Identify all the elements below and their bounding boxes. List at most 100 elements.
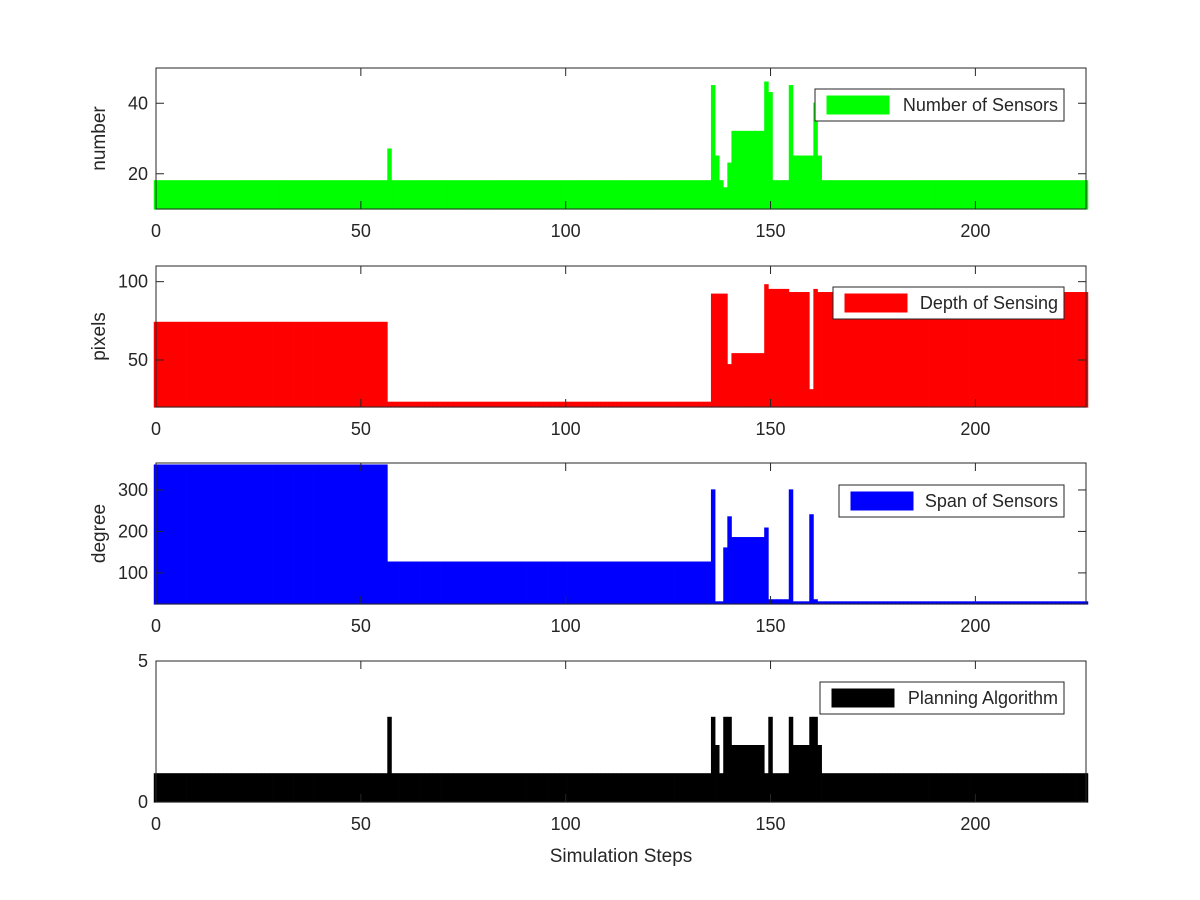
bar (448, 773, 454, 803)
bar (411, 561, 417, 605)
bar (883, 773, 888, 803)
bar (547, 561, 552, 605)
bar (1018, 180, 1023, 210)
bar (686, 561, 691, 605)
bar (674, 773, 679, 803)
bar (182, 773, 187, 803)
bar (710, 716, 716, 803)
bar (276, 464, 282, 605)
bar (473, 773, 478, 803)
bar (756, 744, 761, 803)
bar (874, 180, 880, 210)
bar (694, 401, 700, 408)
bar (387, 148, 392, 210)
bar (796, 155, 802, 210)
bar (481, 401, 486, 408)
bar (559, 773, 564, 803)
bar (415, 401, 421, 408)
bar (313, 321, 319, 408)
bar (674, 180, 679, 210)
bar (1010, 773, 1015, 803)
bar (551, 401, 556, 408)
bar (374, 180, 380, 210)
bar (428, 773, 433, 803)
bar (1050, 180, 1056, 210)
bar (829, 180, 835, 210)
bar (231, 773, 237, 803)
bar (657, 561, 663, 605)
bar (932, 180, 937, 210)
bar (735, 353, 740, 408)
bar (325, 180, 331, 210)
bar (1018, 773, 1023, 803)
bar (1067, 180, 1072, 210)
bar (456, 180, 462, 210)
bar (444, 561, 450, 605)
bar (260, 180, 265, 210)
bar (727, 516, 732, 605)
bar (354, 773, 359, 803)
bar (751, 130, 757, 210)
bar (190, 464, 196, 605)
bar (186, 464, 192, 605)
bar (866, 180, 872, 210)
bar (317, 321, 323, 408)
bar (698, 180, 704, 210)
bar (760, 744, 765, 803)
bar (637, 401, 642, 408)
bar (477, 180, 482, 210)
bar (243, 773, 249, 803)
bar (465, 561, 470, 605)
bar (743, 744, 749, 803)
bar (665, 180, 671, 210)
bar (612, 773, 618, 803)
bar (706, 561, 712, 605)
bar (346, 464, 351, 605)
bar (198, 773, 204, 803)
bar (215, 321, 220, 408)
bar (161, 180, 167, 210)
bar (907, 773, 913, 803)
bar (604, 401, 609, 408)
bar (985, 773, 990, 803)
bar (1075, 773, 1081, 803)
bar (641, 401, 646, 408)
y-tick-label: 0 (138, 792, 148, 812)
bar (825, 180, 831, 210)
bar (395, 773, 400, 803)
bar (293, 180, 298, 210)
bar (555, 773, 560, 803)
bar (342, 321, 347, 408)
bar (686, 773, 691, 803)
bar (1079, 292, 1085, 408)
bar (489, 561, 495, 605)
bar (522, 773, 527, 803)
bar (731, 353, 736, 408)
bar (739, 744, 745, 803)
bar (969, 773, 974, 803)
bar (293, 773, 298, 803)
bar (272, 773, 278, 803)
bar (223, 773, 228, 803)
bar (899, 180, 904, 210)
bar (821, 180, 827, 210)
bar (809, 716, 814, 803)
bar (1059, 773, 1064, 803)
bar (637, 561, 642, 605)
bar (588, 401, 593, 408)
bar (194, 180, 200, 210)
bar (555, 180, 560, 210)
bar (1055, 773, 1060, 803)
bar (506, 773, 511, 803)
bar (559, 561, 564, 605)
bar (207, 464, 212, 605)
bar (1038, 180, 1044, 210)
bar (485, 773, 491, 803)
bar (485, 401, 491, 408)
bar (588, 561, 593, 605)
bar (624, 561, 630, 605)
bar (407, 773, 413, 803)
bar (1071, 773, 1076, 803)
bar (551, 561, 556, 605)
